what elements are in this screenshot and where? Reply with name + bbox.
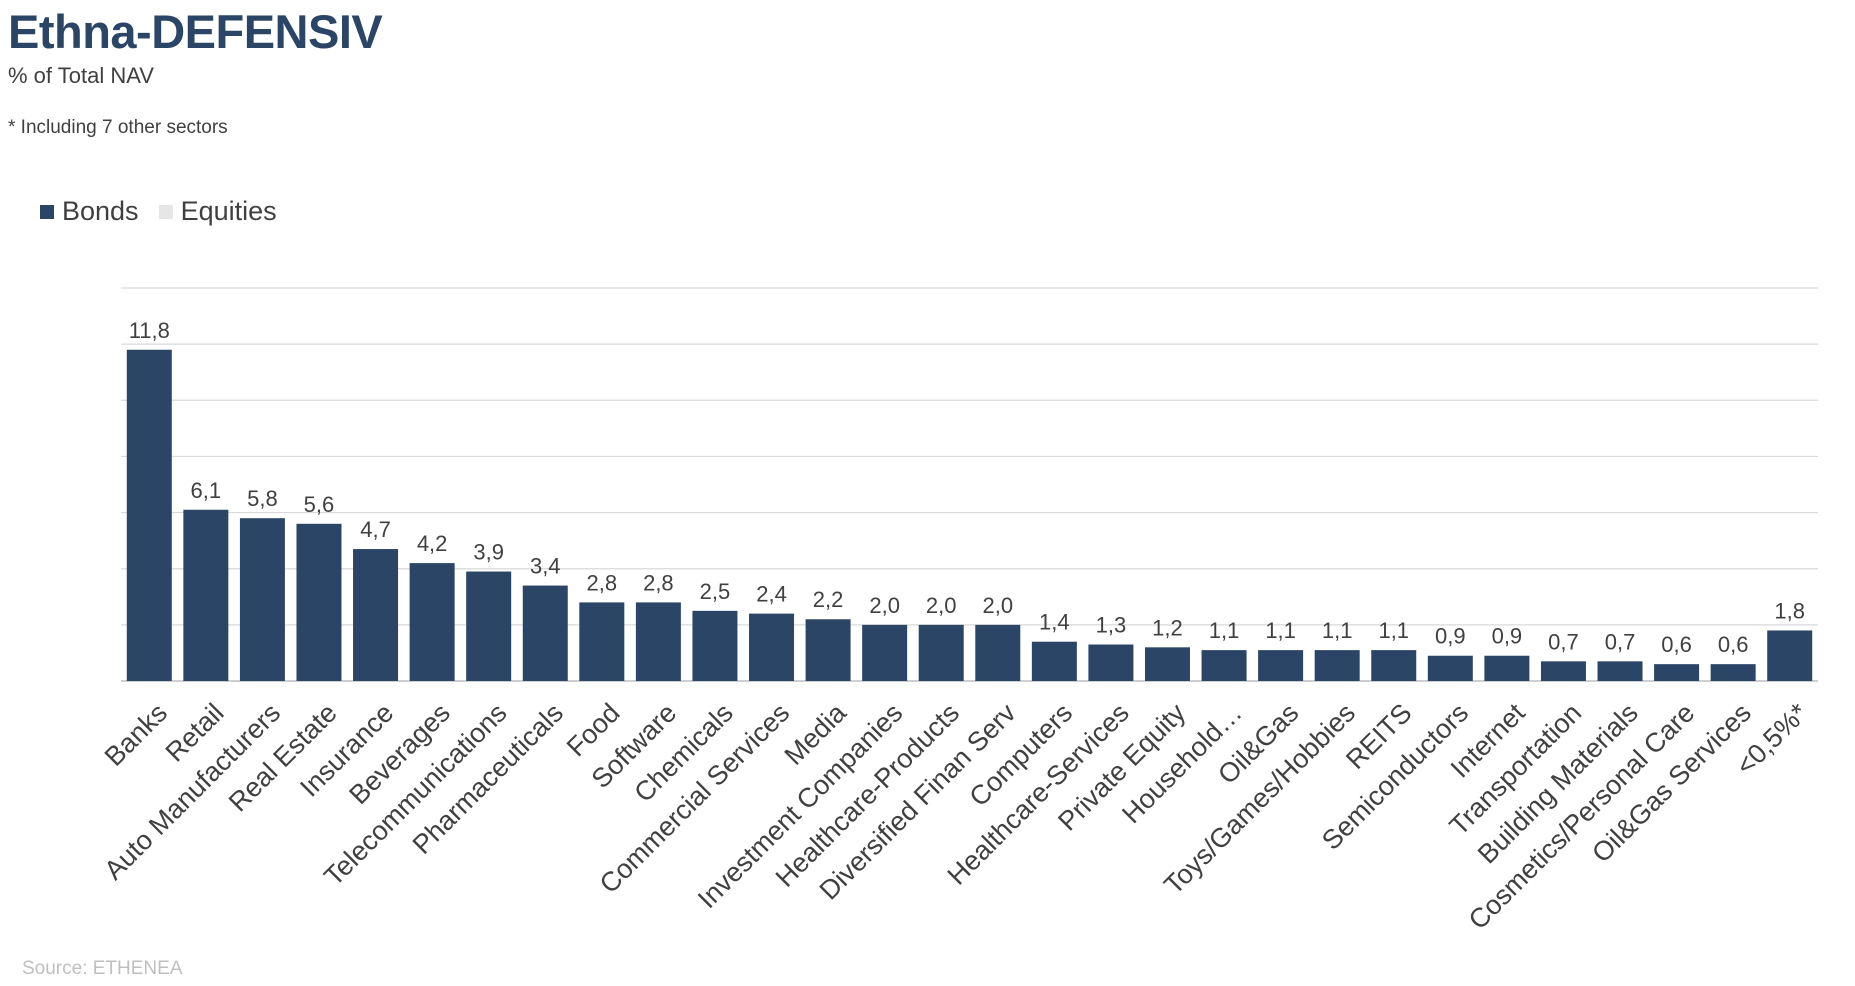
data-label: 2,8 — [643, 570, 674, 595]
bar-bonds — [862, 624, 908, 681]
data-label: 2,0 — [869, 593, 900, 618]
bar-bonds — [353, 549, 399, 681]
data-label: 3,9 — [473, 540, 504, 565]
bar-bonds — [183, 509, 229, 681]
data-label: 1,1 — [1378, 618, 1409, 643]
bar-bonds — [239, 518, 285, 681]
data-label: 1,8 — [1774, 598, 1805, 623]
bar-bonds — [918, 624, 964, 681]
bar-bonds — [1427, 655, 1473, 681]
data-label: 4,7 — [360, 517, 391, 542]
data-label: 1,2 — [1152, 615, 1183, 640]
data-label: 4,2 — [417, 531, 448, 556]
legend-swatch-bonds — [40, 204, 54, 219]
bar-bonds — [1144, 647, 1190, 681]
bar-bonds — [1767, 630, 1813, 681]
data-label: 3,4 — [530, 554, 561, 579]
bar-bonds — [522, 585, 568, 681]
chart-subtitle: % of Total NAV — [8, 63, 154, 88]
data-label: 0,9 — [1435, 624, 1466, 649]
bar-bonds — [579, 602, 625, 681]
data-label: 2,0 — [982, 593, 1013, 618]
bar-bonds — [1710, 664, 1756, 681]
bar-bonds — [749, 613, 795, 681]
bar-bonds — [1314, 650, 1360, 681]
legend-item-equities: Equities — [158, 196, 277, 227]
data-label: 0,9 — [1492, 624, 1523, 649]
bar-bonds — [805, 619, 851, 681]
data-label: 6,1 — [191, 478, 222, 503]
data-label: 2,2 — [813, 587, 844, 612]
legend-label-bonds: Bonds — [62, 196, 139, 226]
data-label: 1,1 — [1322, 618, 1353, 643]
bar-bonds — [1540, 661, 1586, 681]
data-label: 0,6 — [1718, 632, 1749, 657]
source-note: Source: ETHENEA — [22, 958, 183, 979]
bar-bonds — [692, 610, 738, 681]
data-label: 1,1 — [1265, 618, 1296, 643]
bar-bonds — [1201, 650, 1247, 681]
data-label: 5,6 — [304, 492, 335, 517]
data-label: 1,3 — [1096, 613, 1127, 638]
data-label: 1,1 — [1209, 618, 1240, 643]
data-label: 0,7 — [1548, 629, 1579, 654]
data-label: 2,8 — [587, 570, 618, 595]
data-label: 2,4 — [756, 582, 787, 607]
data-label: 2,0 — [926, 593, 957, 618]
bar-bonds — [126, 349, 172, 681]
bar-bonds — [1088, 644, 1134, 681]
bar-bonds — [296, 523, 342, 681]
data-label: 5,8 — [247, 486, 278, 511]
data-label: 0,7 — [1605, 629, 1636, 654]
bar-bonds — [1654, 664, 1700, 681]
data-label: 11,8 — [129, 318, 170, 343]
chart-title: Ethna-DEFENSIV — [8, 5, 383, 58]
bar-bonds — [409, 563, 455, 681]
bar-bonds — [1258, 650, 1304, 681]
bar-bonds — [1371, 650, 1417, 681]
bar-bonds — [1484, 655, 1530, 681]
bar-bonds — [1031, 641, 1077, 681]
legend-swatch-equities — [158, 204, 173, 219]
data-label: 0,6 — [1661, 632, 1692, 657]
bar-bonds — [466, 571, 512, 681]
bar-bonds — [975, 624, 1021, 681]
data-label: 2,5 — [700, 579, 731, 604]
data-label: 1,4 — [1039, 610, 1070, 635]
bar-bonds — [635, 602, 681, 681]
legend-item-bonds: Bonds — [40, 196, 139, 227]
chart-footnote: * Including 7 other sectors — [8, 117, 228, 138]
legend: Bonds Equities — [40, 196, 297, 227]
bar-bonds — [1597, 661, 1643, 681]
category-label: Banks — [99, 698, 173, 772]
legend-label-equities: Equities — [180, 196, 277, 226]
